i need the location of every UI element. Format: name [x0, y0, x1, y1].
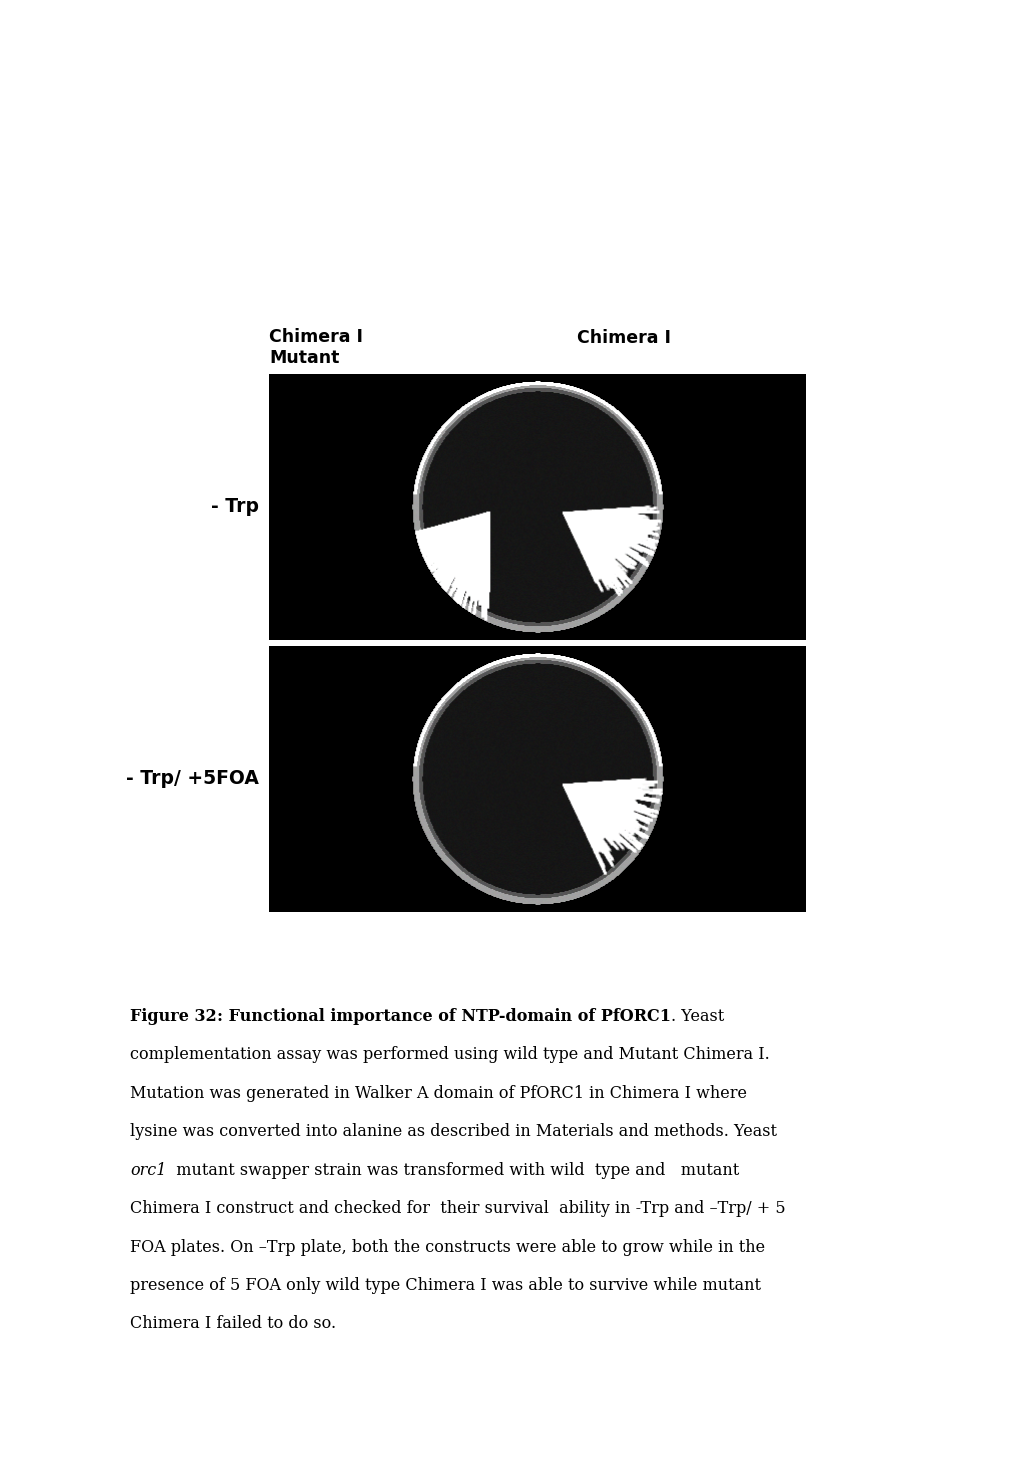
Text: . Yeast: . Yeast — [671, 1008, 724, 1026]
Text: orc1: orc1 — [130, 1162, 167, 1179]
Text: :: : — [217, 1008, 223, 1026]
Text: Chimera I
Mutant: Chimera I Mutant — [269, 328, 364, 367]
Text: Mutation was generated in Walker A domain of PfORC1 in Chimera I where: Mutation was generated in Walker A domai… — [130, 1085, 748, 1103]
Text: - Trp: - Trp — [211, 498, 259, 516]
Text: mutant swapper strain was transformed with wild  type and   mutant: mutant swapper strain was transformed wi… — [167, 1162, 739, 1179]
Text: Functional importance of NTP-domain of PfORC1: Functional importance of NTP-domain of P… — [223, 1008, 671, 1026]
Text: lysine was converted into alanine as described in Materials and methods. Yeast: lysine was converted into alanine as des… — [130, 1123, 777, 1141]
Text: Chimera I construct and checked for  their survival  ability in -Trp and –Trp/ +: Chimera I construct and checked for thei… — [130, 1200, 785, 1218]
Text: complementation assay was performed using wild type and Mutant Chimera I.: complementation assay was performed usin… — [130, 1046, 770, 1064]
Text: FOA plates. On –Trp plate, both the constructs were able to grow while in the: FOA plates. On –Trp plate, both the cons… — [130, 1239, 765, 1256]
Text: presence of 5 FOA only wild type Chimera I was able to survive while mutant: presence of 5 FOA only wild type Chimera… — [130, 1277, 761, 1295]
Text: Chimera I: Chimera I — [577, 330, 671, 347]
Text: - Trp/ +5FOA: - Trp/ +5FOA — [126, 770, 259, 788]
Text: Figure 32: Figure 32 — [130, 1008, 217, 1026]
Text: Chimera I failed to do so.: Chimera I failed to do so. — [130, 1315, 336, 1333]
